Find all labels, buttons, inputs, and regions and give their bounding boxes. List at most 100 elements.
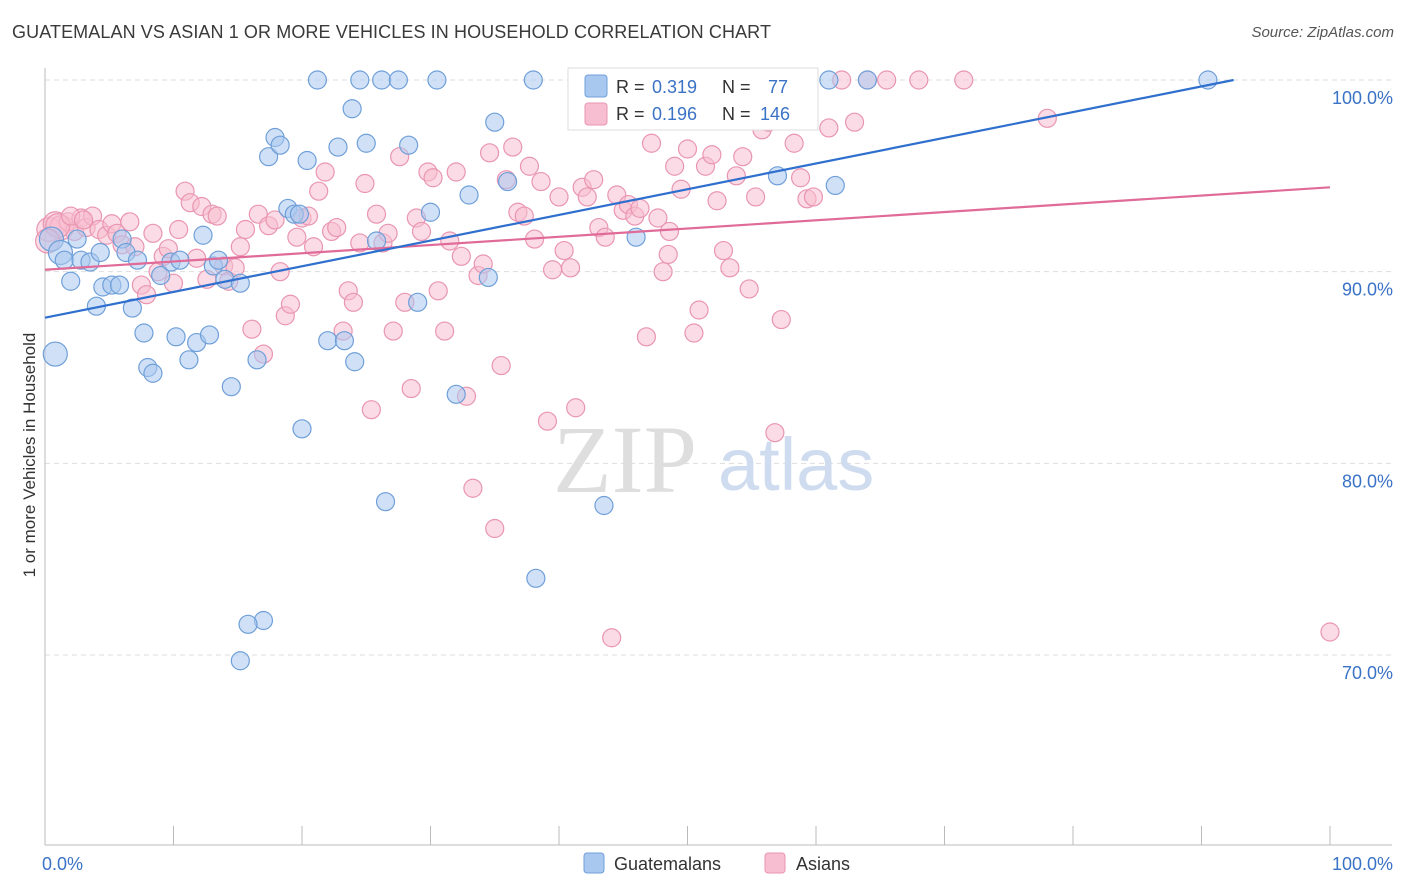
asian-point-125 bbox=[765, 423, 785, 443]
asian-point-79 bbox=[491, 355, 511, 376]
watermark: ZIP atlas bbox=[553, 406, 874, 513]
stats-n-value-guatemalans: 77 bbox=[768, 77, 788, 97]
guatemalan-point-73 bbox=[819, 70, 839, 90]
asian-point-119 bbox=[726, 166, 746, 186]
guatemalan-point-1 bbox=[42, 341, 68, 367]
guatemalan-point-20 bbox=[151, 265, 171, 286]
stats-n-value-asians: 146 bbox=[760, 104, 790, 124]
guatemalans-series bbox=[38, 70, 1218, 671]
guatemalan-point-64 bbox=[485, 112, 505, 132]
asian-point-69 bbox=[435, 321, 455, 341]
trend-lines bbox=[44, 78, 1331, 319]
asian-point-131 bbox=[803, 187, 824, 207]
guatemalan-point-12 bbox=[109, 275, 130, 295]
guatemalans-trend-line bbox=[44, 78, 1234, 319]
asian-point-68 bbox=[428, 281, 448, 301]
stats-swatch-guatemalans bbox=[584, 74, 608, 98]
asians-series bbox=[34, 70, 1340, 648]
stats-r-label-asians: R = bbox=[616, 104, 645, 124]
asian-point-50 bbox=[327, 217, 347, 238]
asian-point-57 bbox=[366, 204, 387, 224]
asian-point-25 bbox=[187, 248, 207, 268]
asian-point-145 bbox=[658, 244, 678, 265]
guatemalan-point-45 bbox=[307, 70, 328, 90]
guatemalan-point-24 bbox=[179, 350, 199, 370]
guatemalan-point-37 bbox=[258, 147, 279, 167]
stats-n-label-guatemalans: N = bbox=[722, 77, 751, 97]
asian-point-94 bbox=[577, 187, 597, 207]
asian-point-42 bbox=[280, 294, 301, 314]
guatemalan-point-23 bbox=[166, 327, 186, 347]
asian-point-116 bbox=[707, 191, 727, 211]
guatemalan-point-29 bbox=[208, 250, 229, 270]
y-tick-label-70: 70.0% bbox=[1342, 663, 1393, 683]
watermark-atlas: atlas bbox=[718, 423, 874, 506]
asian-point-106 bbox=[648, 208, 668, 228]
asian-point-126 bbox=[771, 309, 791, 330]
x-tick-label-min: 0.0% bbox=[42, 854, 83, 874]
asian-point-103 bbox=[630, 198, 650, 219]
guatemalan-point-33 bbox=[247, 350, 267, 370]
asian-point-65 bbox=[411, 221, 432, 242]
asian-point-39 bbox=[265, 210, 285, 230]
asian-point-129 bbox=[790, 168, 811, 188]
chart-title: GUATEMALAN VS ASIAN 1 OR MORE VEHICLES I… bbox=[12, 22, 772, 42]
guatemalan-point-4 bbox=[61, 271, 81, 291]
guatemalan-point-60 bbox=[427, 70, 447, 90]
asian-point-77 bbox=[480, 143, 500, 163]
axes bbox=[44, 68, 1392, 846]
guatemalan-point-68 bbox=[594, 495, 614, 516]
guatemalan-point-16 bbox=[127, 250, 148, 270]
asian-point-109 bbox=[665, 156, 685, 176]
guatemalan-point-47 bbox=[328, 137, 348, 157]
guatemalan-point-51 bbox=[350, 70, 370, 90]
asian-point-34 bbox=[235, 219, 256, 240]
asian-point-89 bbox=[549, 187, 569, 207]
asian-point-107 bbox=[653, 262, 673, 282]
legend-swatch-asians[interactable] bbox=[764, 852, 786, 874]
asian-point-122 bbox=[746, 187, 766, 207]
stats-r-label-guatemalans: R = bbox=[616, 77, 645, 97]
stats-legend-box bbox=[567, 67, 819, 131]
asian-point-71 bbox=[446, 162, 466, 182]
guatemalan-point-50 bbox=[345, 352, 365, 372]
guatemalan-point-57 bbox=[399, 135, 419, 155]
asian-point-29 bbox=[207, 206, 227, 226]
legend-label-asians[interactable]: Asians bbox=[796, 854, 850, 874]
asian-point-98 bbox=[602, 628, 622, 648]
asian-point-81 bbox=[503, 137, 523, 157]
asian-point-74 bbox=[463, 478, 483, 498]
asian-point-84 bbox=[519, 156, 540, 176]
asian-point-108 bbox=[659, 221, 680, 242]
watermark-zip: ZIP bbox=[553, 406, 697, 513]
guatemalan-point-31 bbox=[221, 377, 241, 397]
asian-point-35 bbox=[242, 319, 262, 339]
guatemalan-point-43 bbox=[292, 419, 312, 439]
guatemalan-point-66 bbox=[523, 70, 543, 90]
asian-point-121 bbox=[739, 279, 759, 299]
legend-label-guatemalans[interactable]: Guatemalans bbox=[614, 854, 721, 874]
asian-point-88 bbox=[542, 260, 563, 280]
asian-point-63 bbox=[401, 378, 421, 399]
asian-point-43 bbox=[287, 227, 307, 247]
guatemalan-point-74 bbox=[825, 175, 845, 196]
guatemalan-point-61 bbox=[446, 384, 466, 404]
asian-point-67 bbox=[423, 168, 443, 188]
guatemalan-point-67 bbox=[526, 568, 546, 588]
guatemalan-point-56 bbox=[388, 70, 408, 90]
asian-point-112 bbox=[684, 323, 704, 343]
asian-point-134 bbox=[844, 112, 865, 132]
gridlines bbox=[45, 79, 1392, 656]
guatemalan-point-52 bbox=[356, 133, 376, 153]
guatemalan-point-35 bbox=[238, 614, 258, 634]
legend-swatch-guatemalans[interactable] bbox=[583, 852, 605, 874]
y-tick-label-100: 100.0% bbox=[1332, 88, 1393, 108]
guatemalan-point-27 bbox=[199, 325, 220, 345]
asian-point-115 bbox=[702, 145, 722, 165]
stats-swatch-asians bbox=[584, 102, 608, 126]
asian-point-117 bbox=[713, 240, 734, 261]
asian-point-17 bbox=[143, 223, 163, 243]
source-label: Source: ZipAtlas.com bbox=[1251, 24, 1394, 41]
asian-point-91 bbox=[560, 258, 581, 278]
asian-point-53 bbox=[343, 292, 363, 312]
